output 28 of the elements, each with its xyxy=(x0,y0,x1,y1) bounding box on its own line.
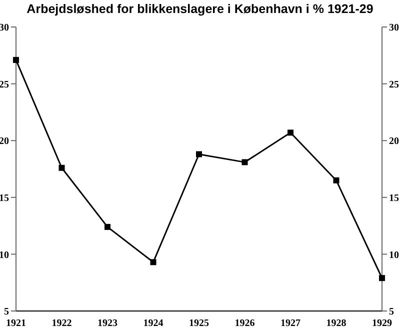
x-tick-label: 1922 xyxy=(52,318,72,330)
y-tick-label: 5 xyxy=(4,306,9,318)
y2-tick-label: 30 xyxy=(389,22,399,34)
y2-tick-label: 10 xyxy=(389,250,399,261)
chart-title: Arbejdsløshed for blikkenslagere i København i % 1921-29 xyxy=(26,2,374,16)
x-tick-label: 1923 xyxy=(98,318,118,330)
x-tick-label: 1924 xyxy=(143,318,164,330)
point xyxy=(288,130,294,136)
y-tick-label: 10 xyxy=(0,250,9,261)
x-tick-label: 1928 xyxy=(326,318,346,330)
y2-tick-label: 20 xyxy=(389,136,399,148)
y-tick-label: 15 xyxy=(0,192,9,204)
point xyxy=(150,259,156,266)
point xyxy=(58,164,65,171)
point xyxy=(196,151,202,158)
x-tick-label: 1929 xyxy=(372,318,392,330)
point xyxy=(104,224,110,230)
x-tick-label: 1926 xyxy=(234,318,255,330)
y2-tick-label: 25 xyxy=(389,79,399,90)
point xyxy=(333,177,340,184)
point xyxy=(13,56,19,63)
x-tick-label: 1925 xyxy=(189,318,209,330)
x-tick-label: 1921 xyxy=(6,318,26,330)
y2-tick-label: 5 xyxy=(389,306,394,318)
y2-tick-label: 15 xyxy=(389,192,399,204)
x-tick-label: 1927 xyxy=(280,318,300,330)
point xyxy=(242,159,248,166)
point xyxy=(379,275,385,282)
